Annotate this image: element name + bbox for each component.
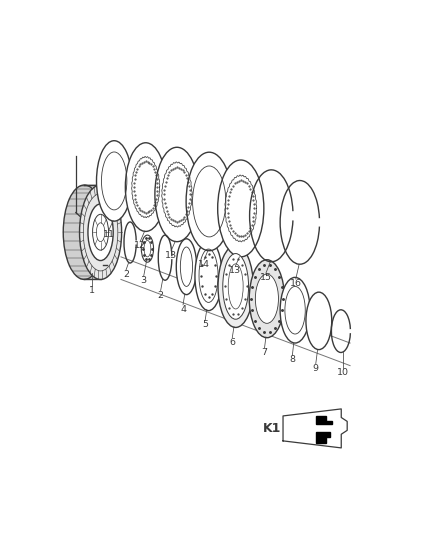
Ellipse shape xyxy=(195,241,222,311)
Ellipse shape xyxy=(88,204,113,261)
Text: 12: 12 xyxy=(134,241,146,251)
Text: 13: 13 xyxy=(229,266,241,275)
Ellipse shape xyxy=(218,245,253,327)
Text: 4: 4 xyxy=(180,305,186,314)
Ellipse shape xyxy=(218,160,264,257)
Ellipse shape xyxy=(80,185,122,279)
Polygon shape xyxy=(316,432,330,443)
Text: 6: 6 xyxy=(229,338,235,346)
Text: 10: 10 xyxy=(337,368,349,377)
Text: 7: 7 xyxy=(261,348,268,357)
Ellipse shape xyxy=(125,143,166,231)
Text: 11: 11 xyxy=(103,230,115,239)
Text: 1: 1 xyxy=(89,286,95,295)
Text: 8: 8 xyxy=(290,356,295,365)
Ellipse shape xyxy=(186,152,232,251)
Text: 2: 2 xyxy=(123,270,129,279)
Ellipse shape xyxy=(155,147,199,241)
Ellipse shape xyxy=(63,185,105,279)
Ellipse shape xyxy=(141,235,154,262)
Ellipse shape xyxy=(223,254,249,319)
Text: 15: 15 xyxy=(260,273,272,282)
Ellipse shape xyxy=(249,260,285,338)
Polygon shape xyxy=(316,416,332,424)
Ellipse shape xyxy=(280,277,310,343)
Text: 3: 3 xyxy=(141,276,147,285)
Ellipse shape xyxy=(176,239,197,295)
Ellipse shape xyxy=(306,292,332,350)
Text: 13: 13 xyxy=(165,251,177,260)
Text: 9: 9 xyxy=(313,364,319,373)
Text: K1: K1 xyxy=(263,422,282,435)
Text: 5: 5 xyxy=(202,320,208,329)
Text: 14: 14 xyxy=(198,260,210,269)
Text: 2: 2 xyxy=(158,290,164,300)
Ellipse shape xyxy=(255,274,279,324)
Ellipse shape xyxy=(96,141,132,221)
Text: 16: 16 xyxy=(290,279,302,288)
